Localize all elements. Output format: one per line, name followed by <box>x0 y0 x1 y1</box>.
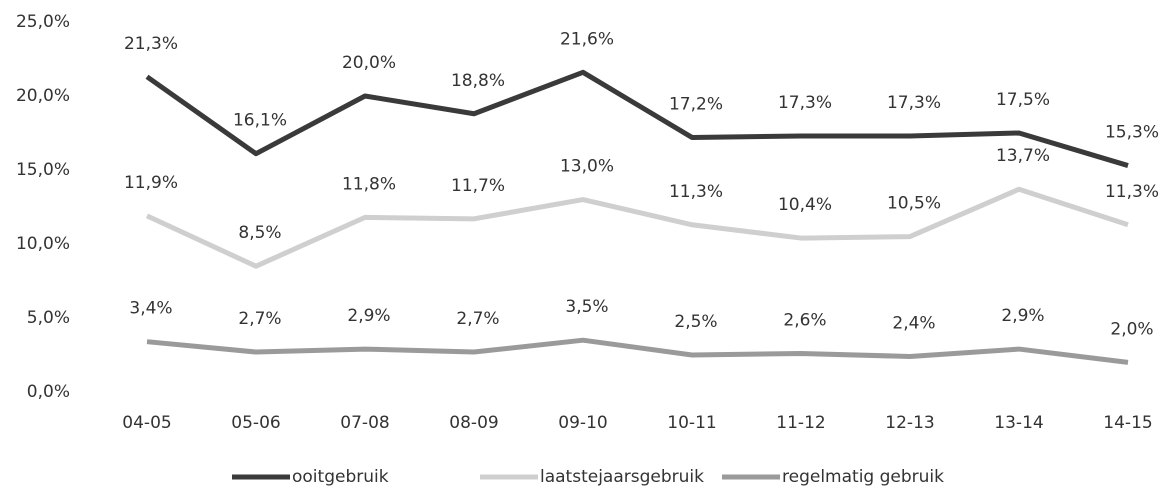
x-tick-label: 11-12 <box>776 413 825 433</box>
y-tick-label: 20,0% <box>16 86 70 106</box>
data-label: 21,6% <box>560 29 614 49</box>
legend-label: ooitgebruik <box>292 467 389 487</box>
data-label: 10,4% <box>778 195 832 215</box>
data-label: 11,3% <box>669 182 723 202</box>
data-label: 2,9% <box>1001 306 1044 326</box>
x-tick-label: 12-13 <box>885 413 934 433</box>
data-label: 20,0% <box>342 53 396 73</box>
series-line <box>145 69 1129 168</box>
data-label: 17,2% <box>669 94 723 114</box>
data-label: 17,5% <box>996 90 1050 110</box>
data-label: 21,3% <box>124 34 178 54</box>
data-label: 18,8% <box>451 71 505 91</box>
x-tick-label: 05-06 <box>231 413 280 433</box>
data-label: 11,8% <box>342 174 396 194</box>
series-line <box>146 337 1129 365</box>
x-tick-label: 07-08 <box>340 413 389 433</box>
data-label: 2,5% <box>674 312 717 332</box>
x-tick-label: 08-09 <box>449 413 498 433</box>
data-label: 13,7% <box>996 146 1050 166</box>
data-label: 15,3% <box>1105 123 1159 143</box>
data-label: 13,0% <box>560 157 614 177</box>
y-tick-label: 15,0% <box>16 160 70 180</box>
x-tick-label: 09-10 <box>558 413 607 433</box>
data-label: 2,9% <box>347 306 390 326</box>
y-tick-label: 0,0% <box>27 382 70 402</box>
y-tick-label: 10,0% <box>16 234 70 254</box>
data-label: 2,0% <box>1110 319 1153 339</box>
data-label: 2,6% <box>783 311 826 331</box>
data-label: 8,5% <box>238 223 281 243</box>
data-label: 11,3% <box>1105 182 1159 202</box>
data-label: 11,9% <box>124 173 178 193</box>
data-label: 3,5% <box>565 297 608 317</box>
data-label: 16,1% <box>233 111 287 131</box>
data-label: 17,3% <box>887 93 941 113</box>
x-tick-label: 04-05 <box>122 413 171 433</box>
data-label: 3,4% <box>129 299 172 319</box>
y-tick-label: 25,0% <box>16 12 70 32</box>
series-line <box>145 186 1129 269</box>
data-label: 10,5% <box>887 194 941 214</box>
x-tick-label: 13-14 <box>994 413 1043 433</box>
legend-label: laatstejaarsgebruik <box>540 467 704 487</box>
data-label: 17,3% <box>778 93 832 113</box>
x-tick-label: 14-15 <box>1103 413 1152 433</box>
data-label: 2,7% <box>456 309 499 329</box>
y-tick-label: 5,0% <box>27 308 70 328</box>
data-label: 2,7% <box>238 309 281 329</box>
x-tick-label: 10-11 <box>667 413 716 433</box>
data-label: 2,4% <box>892 313 935 333</box>
legend-label: regelmatig gebruik <box>782 467 944 487</box>
data-label: 11,7% <box>451 176 505 196</box>
